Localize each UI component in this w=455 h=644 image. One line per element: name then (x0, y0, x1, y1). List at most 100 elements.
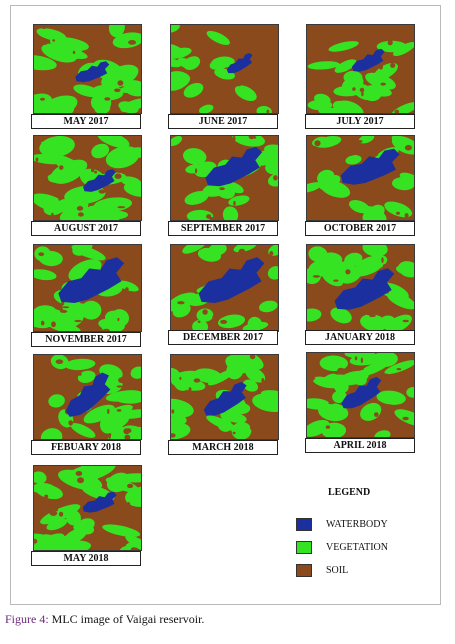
soil-speck (174, 211, 181, 217)
vegetation-patch (54, 47, 73, 60)
waterbody-area (226, 52, 253, 74)
soil-speck (102, 328, 110, 331)
soil-speck (210, 92, 215, 97)
vegetation-patch (385, 314, 412, 331)
soil-speck (197, 320, 201, 323)
vegetation-patch (332, 100, 361, 113)
soil-speck (194, 408, 199, 413)
vegetation-patch (83, 404, 115, 424)
vegetation-patch (391, 102, 414, 113)
vegetation-patch (171, 415, 187, 426)
soil-speck (217, 77, 222, 83)
waterbody-area (58, 257, 125, 303)
vegetation-patch (34, 269, 57, 281)
soil-speck (262, 245, 269, 248)
vegetation-patch (171, 292, 197, 305)
soil-speck (210, 362, 219, 369)
soil-speck (127, 379, 136, 383)
vegetation-patch (34, 193, 69, 213)
vegetation-patch (232, 136, 265, 147)
vegetation-patch (307, 182, 323, 194)
mlc-image-panel (170, 135, 279, 221)
panel-date-label: MARCH 2018 (168, 440, 278, 455)
vegetation-patch (259, 300, 278, 313)
panel-date-label: NOVEMBER 2017 (31, 332, 141, 347)
vegetation-patch (328, 41, 359, 52)
soil-speck (307, 33, 312, 37)
vegetation-patch (72, 245, 93, 256)
soil-speck (217, 385, 222, 388)
soil-speck (34, 142, 42, 145)
soil-speck (367, 30, 371, 34)
vegetation-patch (362, 207, 383, 220)
panel-date-label: MAY 2017 (31, 114, 141, 129)
vegetation-patch (184, 191, 209, 205)
soil-speck (46, 164, 51, 170)
soil-speck (396, 211, 400, 215)
soil-speck (314, 305, 320, 309)
soil-speck (359, 87, 365, 93)
classified-map-image (170, 354, 279, 440)
soil-speck (54, 507, 58, 512)
soil-speck (409, 256, 412, 260)
soil-speck (76, 206, 84, 211)
classified-map-image (33, 24, 142, 114)
soil-speck (404, 144, 412, 151)
vegetation-patch (406, 386, 414, 398)
soil-speck (49, 510, 58, 516)
vegetation-patch (171, 47, 192, 59)
classified-map-image (33, 354, 142, 440)
soil-speck (116, 409, 122, 412)
vegetation-patch (265, 158, 278, 175)
soil-speck (325, 425, 331, 429)
soil-speck (224, 432, 230, 435)
soil-speck (358, 140, 363, 143)
soil-speck (382, 32, 386, 36)
vegetation-patch (105, 408, 130, 429)
vegetation-patch (374, 430, 391, 437)
soil-speck (268, 210, 275, 216)
soil-speck (118, 377, 126, 384)
soil-speck (238, 248, 246, 255)
soil-speck (44, 494, 49, 499)
mlc-image-panel (306, 352, 415, 438)
vegetation-patch (343, 70, 363, 84)
soil-speck (352, 87, 356, 91)
legend-swatch-waterbody (296, 518, 312, 531)
vegetation-patch (358, 136, 375, 144)
soil-speck (130, 547, 137, 550)
legend-swatch-soil (296, 564, 312, 577)
soil-speck (117, 48, 123, 53)
soil-speck (249, 295, 252, 302)
soil-speck (195, 168, 198, 174)
vegetation-patch (320, 180, 351, 198)
mlc-image-panel (306, 135, 415, 221)
soil-speck (247, 255, 252, 261)
legend-label-soil: SOIL (326, 565, 349, 576)
soil-speck (125, 287, 129, 292)
panel-date-label: OCTOBER 2017 (305, 221, 415, 236)
soil-speck (357, 367, 365, 371)
vegetation-patch (112, 32, 141, 49)
soil-speck (384, 184, 390, 189)
vegetation-patch (111, 391, 141, 404)
soil-speck (248, 136, 255, 140)
vegetation-patch (46, 518, 68, 531)
soil-speck (132, 469, 136, 474)
vegetation-patch (118, 101, 139, 113)
vegetation-patch (384, 360, 414, 375)
waterbody-area (351, 48, 385, 72)
soil-speck (212, 101, 215, 105)
soil-speck (72, 50, 76, 54)
soil-speck (57, 215, 60, 219)
soil-speck (93, 33, 101, 39)
soil-speck (212, 315, 218, 318)
soil-speck (361, 91, 364, 97)
vegetation-patch (384, 201, 413, 218)
soil-speck (342, 156, 345, 160)
vegetation-patch (245, 367, 266, 383)
soil-speck (307, 418, 309, 425)
vegetation-patch (39, 95, 78, 113)
panel-date-label: APRIL 2018 (305, 438, 415, 453)
vegetation-patch (74, 518, 95, 534)
